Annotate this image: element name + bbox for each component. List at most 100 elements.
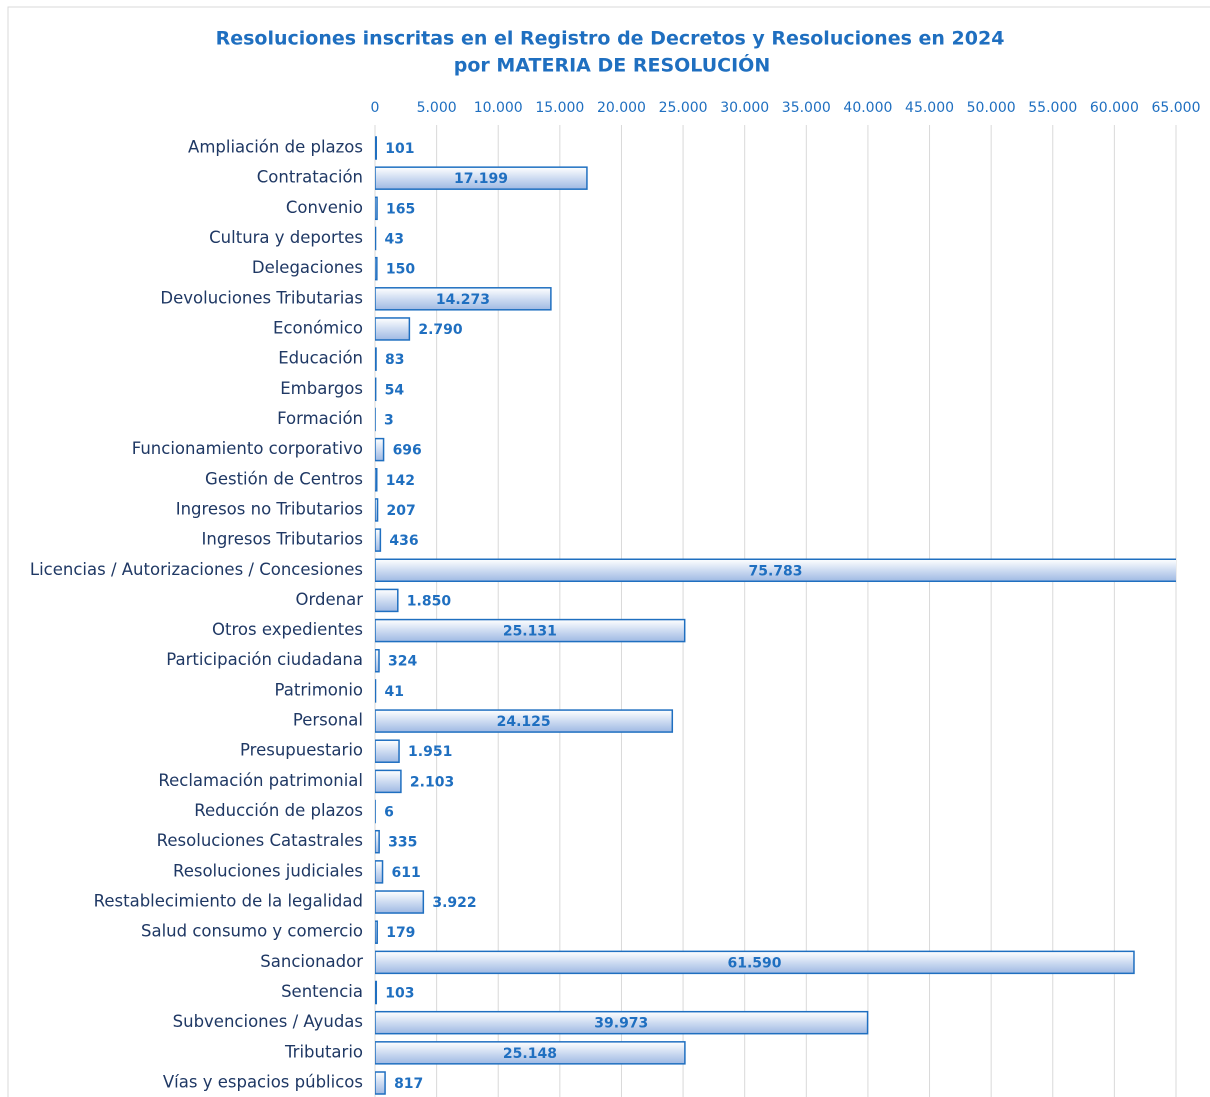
category-label: Gestión de Centros (205, 469, 363, 488)
x-tick-label: 50.000 (967, 100, 1016, 116)
category-label: Ingresos no Tributarios (176, 499, 363, 518)
value-label: 43 (385, 231, 404, 247)
bar (375, 528, 382, 552)
value-label: 103 (385, 986, 414, 1002)
category-label: Sentencia (281, 982, 363, 1001)
category-label: Reclamación patrimonial (158, 771, 363, 790)
bar (375, 648, 380, 673)
value-label: 324 (388, 654, 417, 670)
category-label: Funcionamiento corporativo (132, 439, 363, 458)
category-label: Subvenciones / Ayudas (173, 1012, 363, 1031)
bar (375, 226, 377, 251)
category-label: Cultura y deportes (209, 228, 363, 247)
x-tick-label: 0 (371, 100, 380, 116)
category-label: Tributario (284, 1042, 363, 1061)
category-label: Resoluciones Catastrales (157, 831, 363, 850)
bar (375, 950, 1135, 975)
value-label: 436 (389, 533, 418, 549)
category-label: Económico (273, 318, 363, 337)
bar (375, 709, 674, 733)
value-label: 54 (385, 382, 405, 398)
category-label: Contratación (257, 168, 363, 187)
value-label: 41 (385, 684, 404, 700)
category-label: Educación (278, 349, 363, 368)
bar (375, 920, 378, 944)
category-label: Convenio (286, 198, 363, 217)
bar (375, 317, 411, 341)
value-label: 39.973 (594, 1016, 648, 1032)
bar (375, 136, 377, 160)
category-label: Ingresos Tributarios (202, 530, 364, 549)
category-label: Resoluciones judiciales (173, 861, 363, 880)
category-label: Licencias / Autorizaciones / Concesiones (30, 560, 363, 579)
x-tick-label: 55.000 (1028, 100, 1077, 116)
bar (375, 287, 552, 311)
x-tick-label: 45.000 (905, 100, 954, 116)
x-tick-label: 20.000 (597, 100, 646, 116)
value-label: 3.922 (432, 895, 476, 911)
value-label: 150 (386, 262, 415, 278)
bar (375, 196, 378, 221)
bar (375, 769, 402, 794)
bar (375, 588, 399, 613)
bar (375, 890, 425, 914)
value-label: 142 (386, 473, 415, 489)
value-label: 2.790 (418, 322, 463, 338)
x-tick-label: 25.000 (659, 100, 708, 116)
value-label: 1.850 (407, 593, 452, 609)
category-label: Vías y espacios públicos (163, 1073, 363, 1092)
value-label: 25.148 (503, 1046, 557, 1062)
value-label: 179 (386, 925, 415, 941)
plot-area (375, 136, 1176, 1095)
category-label: Participación ciudadana (166, 650, 363, 669)
bar (375, 679, 377, 703)
value-label: 24.125 (497, 714, 551, 730)
bar (375, 256, 378, 281)
bar (375, 166, 588, 190)
value-label: 335 (388, 835, 417, 851)
value-label: 25.131 (503, 624, 557, 640)
category-label: Delegaciones (252, 258, 363, 277)
x-tick-label: 5.000 (417, 100, 457, 116)
bar (375, 1010, 869, 1035)
category-label: Salud consumo y comercio (141, 922, 363, 941)
bar (375, 437, 385, 462)
value-label: 817 (394, 1076, 423, 1092)
category-label: Ordenar (296, 590, 364, 609)
bar (375, 558, 1176, 583)
value-label: 3 (384, 412, 394, 428)
x-tick-label: 65.000 (1152, 100, 1201, 116)
x-tick-label: 10.000 (474, 100, 523, 116)
value-label: 61.590 (727, 955, 781, 971)
chart-subtitle: por MATERIA DE RESOLUCIÓN (454, 53, 770, 77)
value-label: 14.273 (436, 292, 490, 308)
category-label: Personal (293, 711, 363, 730)
category-label: Devoluciones Tributarias (160, 288, 363, 307)
category-label: Reducción de plazos (194, 801, 363, 820)
category-label: Restablecimiento de la legalidad (94, 892, 363, 911)
value-label: 6 (384, 805, 394, 821)
category-label: Patrimonio (275, 680, 363, 699)
value-label: 75.783 (748, 563, 802, 579)
x-tick-label: 60.000 (1090, 100, 1139, 116)
category-label: Otros expedientes (212, 620, 363, 639)
bar (375, 347, 377, 371)
value-label: 1.951 (408, 744, 452, 760)
x-tick-label: 30.000 (720, 100, 769, 116)
bar (375, 1041, 686, 1065)
x-tick-label: 40.000 (843, 100, 892, 116)
bar (375, 498, 379, 522)
bar (375, 468, 378, 492)
x-tick-label: 15.000 (535, 100, 584, 116)
value-label: 101 (385, 141, 414, 157)
category-label: Formación (277, 409, 363, 428)
bar (375, 860, 384, 884)
category-label: Presupuestario (240, 741, 363, 760)
value-label: 696 (393, 443, 422, 459)
bar (375, 618, 686, 643)
category-label: Ampliación de plazos (188, 138, 363, 157)
bar (375, 829, 380, 854)
value-label: 17.199 (454, 171, 508, 187)
